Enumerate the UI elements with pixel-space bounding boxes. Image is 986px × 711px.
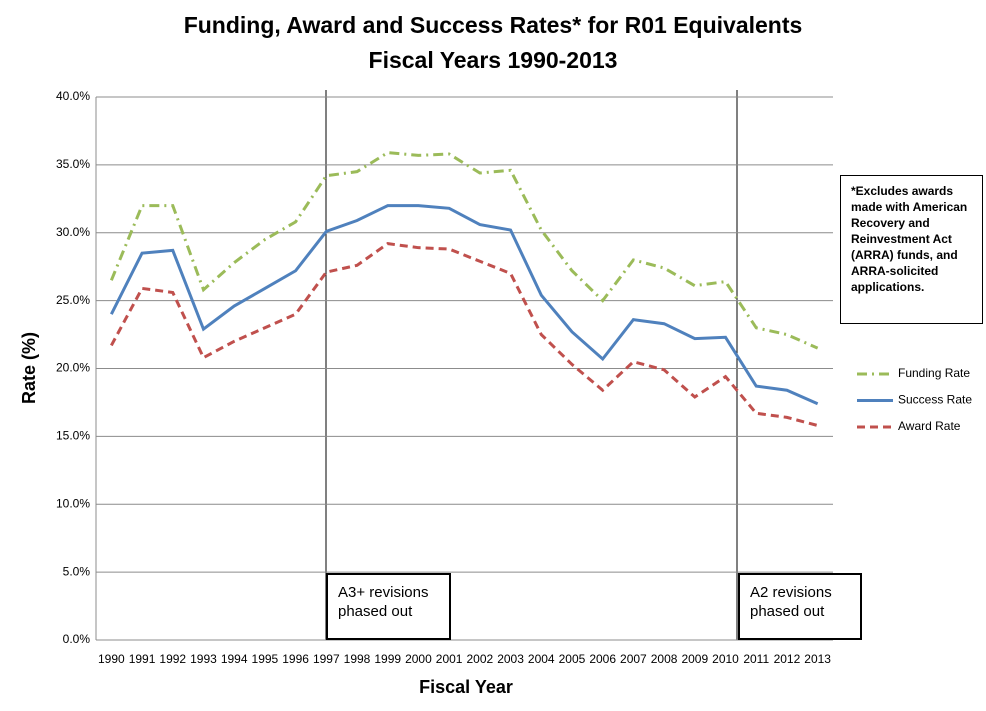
x-tick-label: 2010: [712, 652, 739, 666]
x-tick-label: 2006: [589, 652, 616, 666]
legend-label: Award Rate: [898, 419, 961, 433]
x-tick-label: 1999: [374, 652, 401, 666]
x-tick-label: 2002: [467, 652, 494, 666]
chart-title: Funding, Award and Success Rates* for R0…: [184, 12, 803, 38]
y-tick-label: 30.0%: [56, 225, 90, 239]
x-tick-label: 1996: [282, 652, 309, 666]
x-tick-label: 1995: [252, 652, 279, 666]
x-tick-label: 2000: [405, 652, 432, 666]
x-tick-label: 2005: [559, 652, 586, 666]
x-tick-label: 2007: [620, 652, 647, 666]
x-tick-label: 2011: [743, 652, 769, 666]
x-axis-label: Fiscal Year: [419, 677, 513, 697]
annotation-box: A3+ revisions phased out: [326, 573, 451, 640]
x-tick-label: 2001: [436, 652, 463, 666]
x-tick-label: 2003: [497, 652, 524, 666]
y-tick-label: 20.0%: [56, 361, 90, 375]
x-tick-label: 2013: [804, 652, 831, 666]
x-tick-label: 1997: [313, 652, 340, 666]
footnote-box: *Excludes awards made with American Reco…: [840, 175, 983, 324]
y-tick-label: 0.0%: [63, 632, 91, 646]
y-tick-label: 40.0%: [56, 89, 90, 103]
y-tick-label: 5.0%: [63, 564, 91, 578]
x-tick-label: 2009: [681, 652, 708, 666]
y-axis-label: Rate (%): [19, 332, 39, 404]
y-tick-label: 35.0%: [56, 157, 90, 171]
x-tick-label: 2008: [651, 652, 678, 666]
x-tick-label: 1991: [129, 652, 156, 666]
y-tick-label: 10.0%: [56, 496, 90, 510]
x-tick-label: 1990: [98, 652, 125, 666]
legend-label: Success Rate: [898, 393, 972, 407]
x-tick-label: 1993: [190, 652, 217, 666]
legend-label: Funding Rate: [898, 366, 970, 380]
x-tick-label: 1992: [159, 652, 186, 666]
x-tick-label: 2004: [528, 652, 555, 666]
y-tick-label: 15.0%: [56, 429, 90, 443]
annotation-box: A2 revisions phased out: [738, 573, 862, 640]
line-series: [110, 204, 819, 406]
x-tick-label: 1994: [221, 652, 248, 666]
chart-subtitle: Fiscal Years 1990-2013: [369, 47, 618, 73]
line-series: [110, 242, 819, 427]
line-series: [109, 151, 819, 350]
x-tick-label: 2012: [774, 652, 801, 666]
x-tick-label: 1998: [344, 652, 371, 666]
y-tick-label: 25.0%: [56, 293, 90, 307]
